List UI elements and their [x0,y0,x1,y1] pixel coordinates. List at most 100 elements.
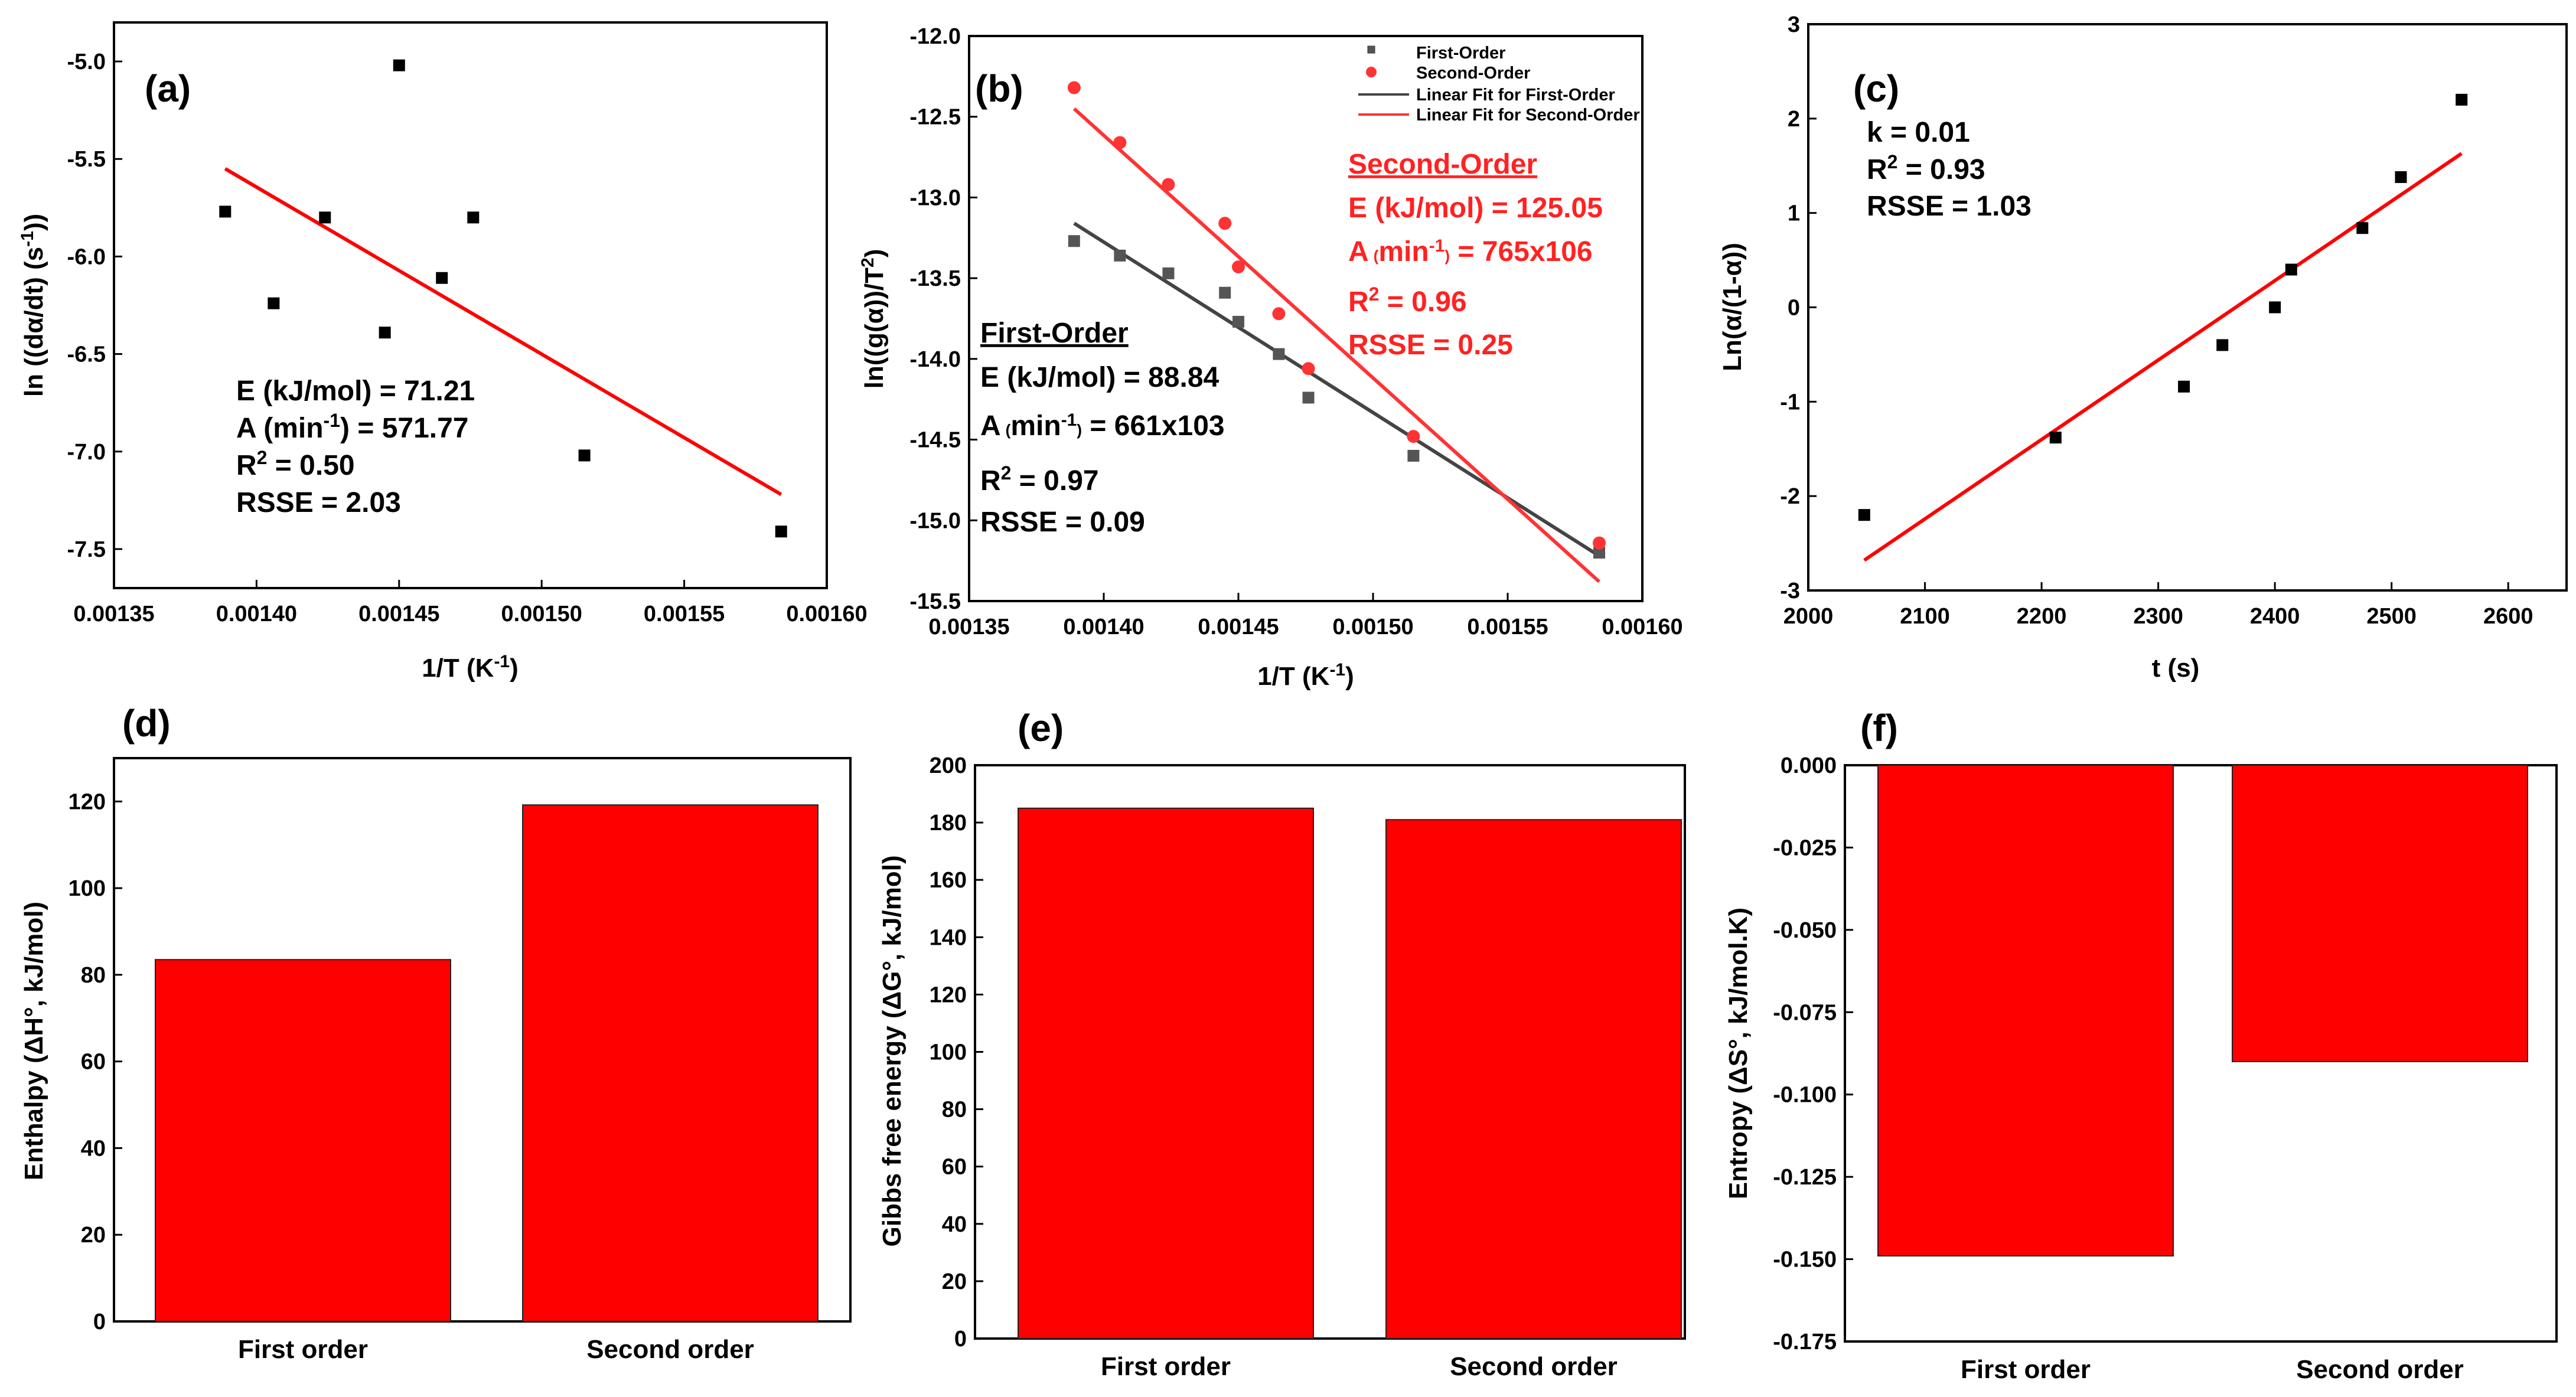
x-tick-label: 0.00140 [1063,615,1144,639]
data-point [2285,263,2297,276]
y-tick-label: -15.0 [909,508,961,533]
plot-frame [1807,23,2568,592]
category-label: Second order [2296,1355,2464,1384]
y-tick-label: -12.5 [909,105,961,130]
y-tick-label: -1 [1780,390,1800,414]
y-tick-label: -0.050 [1773,918,1837,943]
y-tick-label: -0.175 [1773,1330,1837,1354]
legend-label-first-order-fit: Linear Fit for First-Order [1416,86,1615,105]
data-point [2216,339,2229,351]
y-tick-label: -0.100 [1773,1083,1837,1108]
x-tick-label: 2200 [2017,604,2067,629]
data-point [2269,301,2281,314]
y-tick-label: 20 [81,1223,106,1248]
panel-label: (f) [1860,707,1898,749]
x-tick-label: 0.00155 [1467,615,1548,639]
data-point [2356,222,2369,234]
y-tick-label: 3 [1788,12,1800,37]
data-point [2456,93,2468,106]
y-tick-label: -14.0 [909,347,961,372]
second-order-energy: E (kJ/mol) = 125.05 [1348,192,1603,224]
y-tick-label: 20 [942,1269,967,1294]
y-tick-label: 100 [69,876,106,901]
data-point [1593,536,1606,550]
bar [155,959,451,1322]
legend-label-first-order: First-Order [1416,44,1505,63]
panel-f-bar-chart: (f) -0.175 -0.150 -0.125 -0.100 -0.075 -0.050… [1724,707,2558,1384]
r-squared-text: R2 = 0.50 [236,447,355,481]
data-point [1219,286,1231,299]
y-tick-label: -7.5 [67,537,106,562]
first-order-energy: E (kJ/mol) = 88.84 [980,362,1219,393]
rate-constant-text: k = 0.01 [1867,117,1970,148]
panel-label: (a) [145,67,191,110]
y-tick-label: -0.125 [1773,1165,1837,1190]
data-point [1113,136,1127,149]
y-tick-label: 100 [930,1040,967,1065]
data-point [2049,432,2062,444]
data-point [775,525,787,538]
bar [1385,819,1682,1339]
y-axis-label: ln((g(α))/T2) [858,249,889,389]
first-order-annotation: First-Order E (kJ/mol) = 88.84 A (min-1) … [980,318,1225,538]
data-point [578,449,591,462]
x-tick-label: 0.00140 [216,602,297,626]
panel-d-bar-chart: (d) 0 20 40 60 80 100 120 First order Second or… [19,702,852,1364]
legend: First-Order Second-Order Linear Fit for … [1358,44,1640,125]
data-point [1232,260,1245,274]
y-tick-label: -12.0 [909,24,961,49]
data-point [436,272,448,284]
y-tick-label: -2 [1780,484,1800,509]
first-order-r-squared: R2 = 0.97 [980,462,1099,497]
y-tick-label: -7.0 [67,440,106,465]
panel-label: (c) [1853,67,1899,110]
x-tick-label: 0.00155 [644,602,725,626]
y-tick-label: -6.5 [67,342,106,367]
fit-line [224,167,782,497]
y-tick-label: -5.5 [67,147,106,172]
category-label: First order [1101,1352,1231,1381]
y-tick-label: 200 [930,753,967,778]
panel-c-scatter-chart: (c) 2000 2100 2200 2300 2400 2500 2600 -3 -2 -1 0… [1718,12,2568,683]
data-point [1114,249,1126,262]
plot-frame [113,21,828,589]
data-point [1162,267,1175,279]
y-tick-label: 2 [1788,107,1800,132]
data-point [1218,217,1232,230]
legend-marker-first-order [1367,45,1375,54]
x-tick-label: 0.00160 [1602,615,1682,639]
x-axis-label: 1/T (K-1) [1257,660,1354,691]
y-tick-label: -13.0 [909,185,961,210]
x-tick-label: 0.00135 [73,602,154,626]
data-point [393,59,405,71]
data-point [1407,449,1420,462]
y-tick-label: -14.5 [909,428,961,453]
y-tick-label: -6.0 [67,244,106,269]
y-axis-label: ln ((dα/dt) (s-1)) [18,214,49,397]
x-tick-label: 0.00135 [928,615,1009,639]
y-tick-label: -5.0 [67,50,106,74]
y-tick-label: 140 [930,925,967,950]
data-point [1407,430,1420,443]
first-order-pre-exponential: A (min-1) = 661x103 [980,410,1225,442]
y-tick-label: -0.075 [1773,1000,1837,1025]
legend-marker-second-order [1366,67,1377,77]
legend-label-second-order-fit: Linear Fit for Second-Order [1416,106,1640,125]
category-label: First order [238,1335,368,1364]
y-tick-label: 120 [69,789,106,814]
data-point [1162,178,1175,191]
x-tick-label: 2600 [2483,604,2533,629]
bar [1018,807,1314,1339]
legend-label-second-order: Second-Order [1416,64,1530,83]
data-point [2178,380,2190,393]
y-tick-label: 60 [81,1050,106,1075]
bar [522,804,819,1322]
x-tick-label: 2500 [2366,604,2417,629]
second-order-heading: Second-Order [1348,149,1537,180]
data-point [2395,171,2407,183]
pre-exponential-text: A (min-1) = 571.77 [236,410,469,444]
data-point [1302,362,1315,376]
data-point [1067,81,1081,94]
panel-label: (d) [122,702,171,745]
